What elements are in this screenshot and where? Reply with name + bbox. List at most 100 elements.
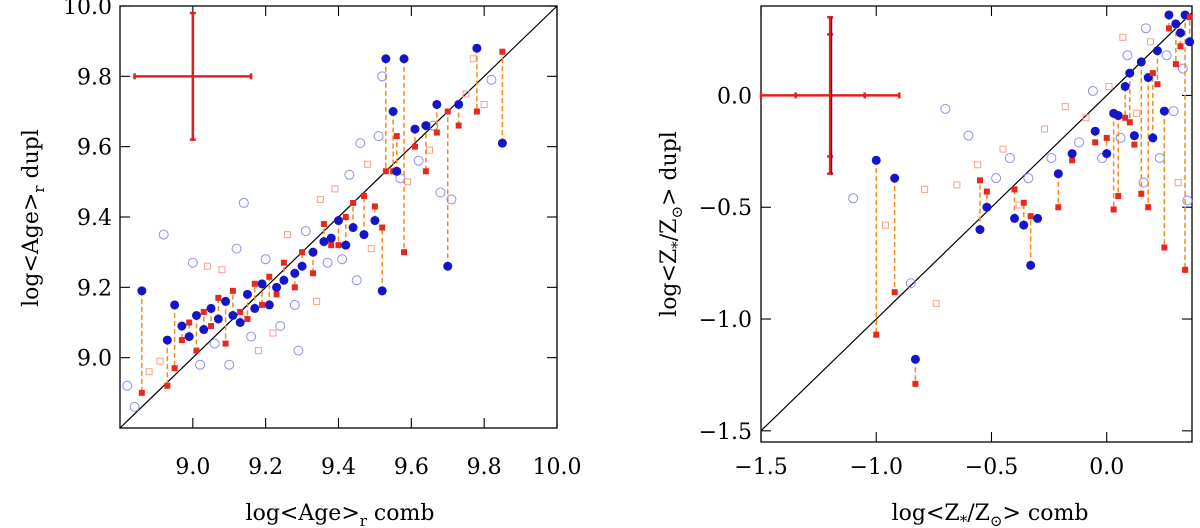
open-circle-point	[377, 71, 388, 82]
filled-circle-point	[388, 107, 398, 116]
open-circle-point	[231, 243, 242, 254]
open-circle-point	[293, 345, 304, 356]
filled-square-point	[1092, 139, 1099, 146]
filled-circle-point	[1090, 126, 1100, 136]
open-square-point	[1133, 109, 1141, 117]
open-square-point	[284, 231, 292, 239]
filled-square-point	[291, 284, 298, 291]
y-tick-label: 9.4	[77, 206, 112, 231]
open-circle-point	[246, 331, 257, 342]
filled-circle-point	[377, 286, 387, 296]
filled-circle-point	[1026, 260, 1036, 270]
open-square-point	[480, 100, 488, 108]
filled-square-point	[1122, 114, 1129, 121]
filled-circle-point	[1120, 81, 1130, 91]
filled-square-point	[976, 177, 983, 184]
filled-square-point	[1011, 186, 1018, 193]
filled-circle-point	[910, 354, 920, 364]
filled-square-point	[422, 168, 429, 175]
filled-circle-point	[257, 279, 267, 289]
filled-circle-point	[1171, 19, 1181, 29]
left-ticks: 9.0 9.2 9.4 9.6 9.8 10.0 9.0 9.2 9.4 9.6 9.8 10.0	[63, 0, 581, 480]
open-square-point	[367, 245, 375, 253]
open-square-point	[426, 146, 434, 154]
filled-circle-point	[497, 138, 507, 148]
open-circle-point	[940, 103, 951, 114]
x-tick-label: 9.0	[175, 455, 210, 480]
filled-square-point	[1110, 206, 1117, 213]
open-circle-point	[413, 155, 424, 166]
filled-circle-point	[1019, 220, 1029, 230]
filled-circle-point	[443, 261, 453, 271]
filled-circle-point	[381, 54, 391, 64]
filled-square-point	[237, 308, 244, 315]
filled-square-point	[891, 289, 898, 296]
filled-circle-point	[871, 155, 881, 165]
y-tick-label: 10.0	[63, 0, 112, 20]
open-square-point	[974, 161, 982, 169]
open-circle-point	[158, 229, 169, 240]
open-square-point	[203, 262, 211, 270]
right-x-axis-label: log<Z*/Z⊙> comb	[892, 501, 1089, 528]
filled-square-point	[266, 273, 273, 280]
filled-circle-point	[1053, 169, 1063, 179]
y-tick-label: 0.0	[717, 84, 752, 109]
open-circle-point	[1161, 50, 1172, 61]
filled-square-point	[444, 108, 451, 115]
open-circle-point	[905, 278, 916, 289]
open-square-point	[1061, 103, 1069, 111]
filled-square-point	[251, 280, 258, 287]
open-square-point	[932, 299, 940, 307]
filled-circle-point	[1159, 106, 1169, 116]
filled-circle-point	[184, 332, 194, 342]
x-tick-label: −1.0	[850, 455, 903, 480]
filled-square-point	[193, 347, 200, 354]
filled-square-point	[1115, 193, 1122, 200]
one-to-one-line	[760, 12, 1193, 432]
y-tick-label: 9.0	[77, 347, 112, 372]
open-circle-point	[1087, 85, 1098, 96]
open-square-point	[999, 145, 1007, 153]
filled-square-point	[401, 249, 408, 256]
open-square-point	[1105, 82, 1113, 90]
open-circle-point	[446, 194, 457, 205]
filled-square-point	[912, 380, 919, 387]
filled-square-point	[433, 129, 440, 136]
y-tick-label: 9.8	[77, 65, 112, 90]
filled-circle-point	[1102, 149, 1112, 159]
filled-circle-point	[170, 300, 180, 310]
filled-circle-point	[137, 286, 147, 296]
filled-circle-point	[213, 314, 223, 324]
left-data-marks	[119, 5, 558, 429]
open-circle-point	[322, 257, 333, 268]
filled-square-point	[1149, 70, 1156, 77]
filled-circle-point	[421, 121, 431, 131]
open-circle-point	[1122, 50, 1133, 61]
filled-circle-point	[1125, 68, 1135, 78]
filled-square-point	[360, 192, 367, 199]
open-circle-point	[300, 226, 311, 237]
filled-circle-point	[472, 43, 482, 53]
open-square-point	[881, 221, 889, 229]
filled-square-point	[342, 214, 349, 220]
filled-square-point	[382, 168, 389, 175]
filled-circle-point	[235, 318, 245, 327]
filled-square-point	[1027, 213, 1034, 220]
y-tick-label: −0.5	[699, 196, 752, 221]
filled-circle-point	[228, 310, 238, 320]
filled-square-point	[983, 188, 990, 195]
open-circle-point	[1182, 195, 1193, 206]
filled-square-point	[473, 108, 480, 115]
x-tick-label: 10.0	[533, 455, 582, 480]
filled-square-point	[164, 382, 171, 389]
x-tick-label: 9.2	[248, 455, 283, 480]
filled-square-point	[1145, 204, 1152, 211]
open-circle-point	[289, 299, 300, 310]
right-panel-metallicity: −1.5 −1.0 −0.5 0.0 −1.5 −1.0 −0.5 0.0 log<Z*/Z⊙…	[657, 5, 1195, 528]
filled-circle-point	[1033, 213, 1043, 223]
filled-circle-point	[334, 216, 343, 226]
filled-circle-point	[290, 268, 300, 278]
filled-circle-point	[432, 99, 442, 109]
filled-square-point	[379, 224, 386, 231]
